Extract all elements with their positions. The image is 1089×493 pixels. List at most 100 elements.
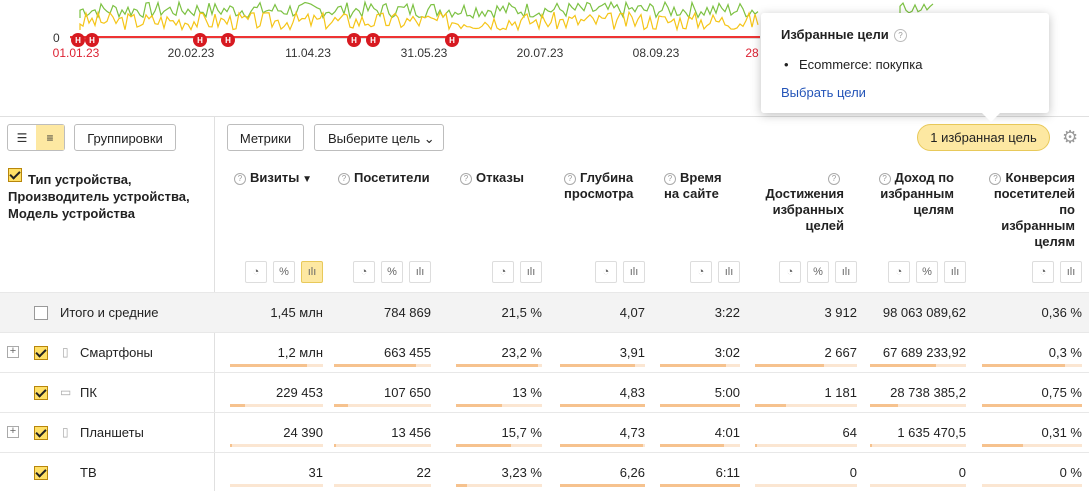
metrics-button[interactable]: Метрики xyxy=(227,124,304,151)
metric-value: 2 667 xyxy=(824,345,857,360)
expand-row-icon[interactable]: + xyxy=(7,346,19,358)
bar-chart-icon[interactable]: ılı xyxy=(944,261,966,283)
pie-chart-icon[interactable]: ◔ xyxy=(492,261,514,283)
value-bar xyxy=(560,364,635,367)
help-icon[interactable]: ? xyxy=(234,173,246,185)
gear-icon[interactable]: ⚙ xyxy=(1062,127,1079,147)
svg-text:H: H xyxy=(351,36,357,45)
metric-value: 4,07 xyxy=(619,305,645,320)
chevron-down-icon: ⌄ xyxy=(423,131,435,146)
annotation-marker[interactable]: H xyxy=(193,33,207,47)
value-bar-track xyxy=(456,484,542,487)
column-header[interactable]: ? Отказы xyxy=(456,170,546,186)
row-label[interactable]: Планшеты xyxy=(80,425,144,440)
column-header-label: Доход по избранным целям xyxy=(880,170,954,217)
sort-desc-icon[interactable]: ▼ xyxy=(299,174,312,185)
row-checkbox[interactable] xyxy=(34,386,48,400)
choose-goal-dropdown[interactable]: Выберите цель ⌄ xyxy=(314,124,444,151)
column-header[interactable]: ? Глубина просмотра xyxy=(560,170,644,202)
chart-series-line xyxy=(79,10,759,32)
pie-chart-icon[interactable]: ◔ xyxy=(690,261,712,283)
pie-chart-icon[interactable]: ◔ xyxy=(888,261,910,283)
percent-icon[interactable]: % xyxy=(807,261,829,283)
popup-goal-item: Ecommerce: покупка xyxy=(784,57,922,72)
value-bar xyxy=(660,364,726,367)
bar-chart-icon[interactable]: ılı xyxy=(623,261,645,283)
column-header[interactable]: ? Посетители xyxy=(334,170,435,186)
metric-value: 98 063 089,62 xyxy=(882,305,966,320)
row-checkbox[interactable] xyxy=(34,466,48,480)
choose-goals-link[interactable]: Выбрать цели xyxy=(781,85,866,100)
bar-chart-icon[interactable]: ılı xyxy=(301,261,323,283)
bar-chart-icon[interactable]: ılı xyxy=(1060,261,1082,283)
annotation-marker[interactable]: H xyxy=(71,33,85,47)
pie-chart-icon[interactable]: ◔ xyxy=(1032,261,1054,283)
value-bar-track xyxy=(230,404,323,407)
annotation-marker[interactable]: H xyxy=(221,33,235,47)
metric-value: 3:02 xyxy=(714,345,740,360)
smartphone-icon: ▯ xyxy=(62,345,69,359)
metric-value: 1 635 470,5 xyxy=(897,425,966,440)
pie-chart-icon[interactable]: ◔ xyxy=(353,261,375,283)
percent-icon[interactable]: % xyxy=(381,261,403,283)
favorite-goals-button[interactable]: 1 избранная цель xyxy=(917,124,1050,151)
bar-chart-icon[interactable]: ılı xyxy=(835,261,857,283)
value-bar-track xyxy=(755,404,857,407)
metric-value: 22 xyxy=(416,465,431,480)
totals-row: Итого и средние 1,45 млн 784 869 21,5 % 4,07… xyxy=(0,292,1089,333)
svg-text:H: H xyxy=(225,36,231,45)
help-icon[interactable]: ? xyxy=(338,173,350,185)
row-checkbox[interactable] xyxy=(34,306,48,320)
pie-chart-icon[interactable]: ◔ xyxy=(595,261,617,283)
row-checkbox[interactable] xyxy=(34,346,48,360)
pie-chart-icon[interactable]: ◔ xyxy=(245,261,267,283)
annotation-marker[interactable]: H xyxy=(366,33,380,47)
value-bar xyxy=(456,444,511,447)
value-bar xyxy=(755,404,786,407)
chart-series-line xyxy=(899,2,934,14)
value-bar-track xyxy=(755,484,857,487)
help-icon[interactable]: ? xyxy=(894,29,907,42)
annotation-marker[interactable]: H xyxy=(85,33,99,47)
help-icon[interactable]: ? xyxy=(460,173,472,185)
column-header[interactable]: ? Доход по избранным целям xyxy=(872,170,954,218)
column-header[interactable]: ? Время на сайте xyxy=(660,170,724,202)
value-bar xyxy=(660,404,740,407)
select-all-checkbox[interactable] xyxy=(8,168,22,182)
row-label[interactable]: ТВ xyxy=(80,465,97,480)
row-label[interactable]: ПК xyxy=(80,385,97,400)
column-header[interactable]: ? Конверсия посетителей по избранным целя… xyxy=(985,170,1075,250)
percent-icon[interactable]: % xyxy=(916,261,938,283)
help-icon[interactable]: ? xyxy=(564,173,576,185)
bar-chart-icon[interactable]: ılı xyxy=(409,261,431,283)
metric-value: 3,23 % xyxy=(501,465,542,480)
bar-chart-icon[interactable]: ılı xyxy=(718,261,740,283)
help-icon[interactable]: ? xyxy=(664,173,676,185)
annotation-marker[interactable]: H xyxy=(347,33,361,47)
view-toggle[interactable]: ☰ ≡ xyxy=(7,124,65,151)
x-axis-label: 28 xyxy=(745,46,759,60)
help-icon[interactable]: ? xyxy=(989,173,1002,185)
list-view-icon[interactable]: ☰ xyxy=(16,130,28,145)
metric-value: 3:22 xyxy=(714,305,740,320)
help-icon[interactable]: ? xyxy=(878,173,891,185)
expand-row-icon[interactable]: + xyxy=(7,426,19,438)
bar-chart-icon[interactable]: ılı xyxy=(520,261,542,283)
row-checkbox[interactable] xyxy=(34,426,48,440)
value-bar xyxy=(456,364,538,367)
column-header-label: Визиты xyxy=(250,170,300,185)
column-header[interactable]: ?Достижения избранных целей xyxy=(760,170,844,234)
pie-chart-icon[interactable]: ◔ xyxy=(779,261,801,283)
value-bar xyxy=(230,364,307,367)
tree-view-icon[interactable]: ≡ xyxy=(36,125,64,150)
annotation-marker[interactable]: H xyxy=(445,33,459,47)
column-header[interactable]: ? Визиты ▼ xyxy=(230,170,327,188)
help-icon[interactable]: ? xyxy=(828,173,840,185)
groupings-button[interactable]: Группировки xyxy=(74,124,176,151)
metric-value: 28 738 385,2 xyxy=(890,385,966,400)
row-label[interactable]: Смартфоны xyxy=(80,345,153,360)
desktop-icon: ▭ xyxy=(60,385,72,399)
percent-icon[interactable]: % xyxy=(273,261,295,283)
